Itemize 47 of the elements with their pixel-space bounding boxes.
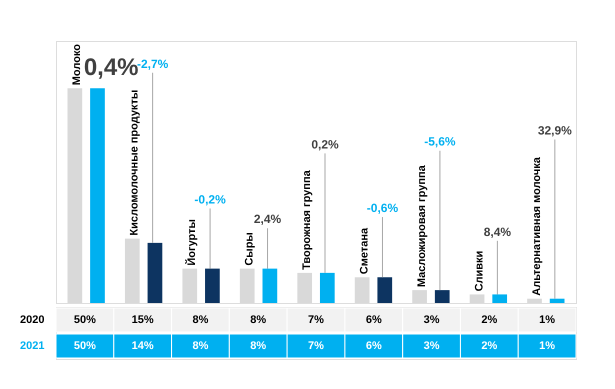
bar [320, 272, 335, 303]
data-label: 1% [539, 340, 556, 352]
data-label: 1% [539, 314, 556, 326]
data-label: 6% [366, 314, 382, 326]
x-tick-label: Сыры [244, 232, 256, 266]
x-tick-label: Масложировая группа [416, 164, 428, 288]
data-label: 50% [74, 314, 96, 326]
bar [377, 277, 392, 303]
data-label: 8% [192, 314, 209, 326]
data-label: 2% [481, 314, 498, 326]
bar [550, 298, 565, 303]
x-tick-label: Творожная группа [301, 169, 313, 270]
annotation: 32,9% [538, 124, 572, 138]
data-label: 7% [308, 340, 324, 352]
bar [434, 290, 450, 303]
annotation: 0,2% [311, 137, 339, 152]
x-tick-label: Молоко [71, 44, 84, 86]
data-label: 7% [308, 314, 324, 326]
text: -2,7% [136, 56, 169, 71]
data-label: 3% [424, 314, 440, 326]
annotation: -0,2% [194, 192, 226, 206]
data-label: 15% [132, 314, 154, 326]
bar [205, 268, 220, 303]
data-label: 2% [481, 340, 498, 352]
text: 0,4% [84, 54, 139, 82]
text: 2020 [20, 314, 44, 326]
data-label: 8% [192, 340, 209, 352]
annotation: 8,4% [484, 224, 512, 239]
annotation: -5,6% [424, 134, 456, 149]
annotation: 2,4% [254, 212, 282, 226]
data-label: 8% [250, 340, 266, 352]
x-tick-label: Сметана [358, 227, 370, 274]
data-label: 6% [366, 340, 382, 352]
x-tick-label: Йогурты [185, 219, 198, 266]
data-label: 8% [250, 314, 266, 326]
bar [262, 268, 278, 303]
bar [148, 242, 162, 303]
annotation: -0,6% [366, 201, 398, 216]
bar [90, 88, 105, 303]
x-tick-label: Альтернативная молочка [530, 156, 543, 296]
x-tick-label: Кисломолочные продукты [128, 90, 141, 236]
bar [492, 294, 508, 303]
data-label: 50% [74, 340, 96, 352]
data-label: 14% [132, 340, 154, 352]
x-tick-label: Сливки [473, 250, 486, 292]
data-label: 3% [424, 340, 440, 352]
text: 2021 [20, 340, 44, 352]
